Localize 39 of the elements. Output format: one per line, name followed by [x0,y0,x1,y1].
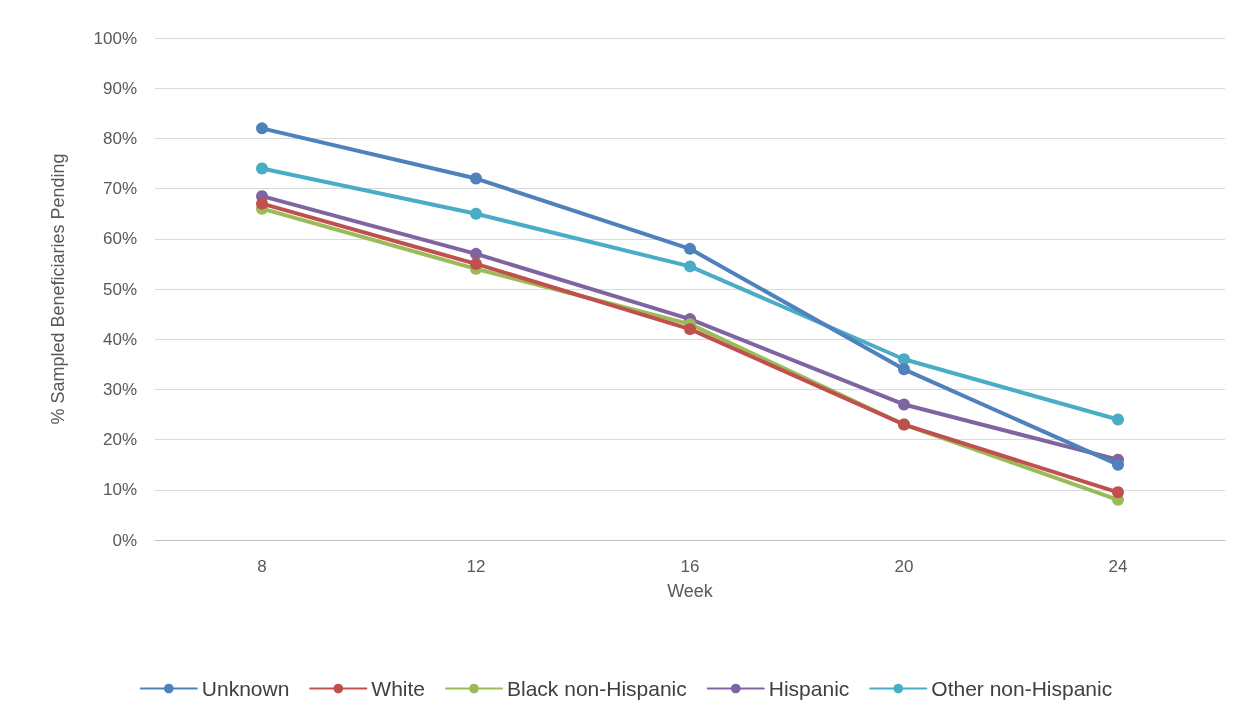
x-tick-label: 24 [1108,557,1128,576]
point [470,172,482,185]
point [256,122,268,135]
x-axis-title: Week [667,581,714,601]
y-tick-label: 40% [102,329,137,349]
legend-label: Hispanic [768,677,850,700]
y-tick-label: 90% [102,78,137,98]
point [684,323,696,336]
x-tick-label: 20 [894,557,914,576]
point [256,162,268,175]
legend-label: White [371,677,426,700]
point [470,257,482,270]
y-tick-label: 100% [93,28,137,48]
point [898,398,910,411]
y-tick-label: 60% [102,229,137,249]
point [470,247,482,260]
point [470,207,482,220]
point [898,363,910,376]
point [684,260,696,273]
point [1112,486,1124,499]
x-tick-label: 12 [466,557,486,576]
y-tick-label: 50% [102,279,137,299]
y-tick-label: 30% [102,379,137,399]
y-tick-label: 20% [102,430,137,450]
point [256,197,268,210]
legend-label: Unknown [201,677,290,700]
y-tick-label: 0% [112,530,137,550]
y-tick-label: 80% [102,128,137,148]
point [1112,458,1124,471]
point [684,242,696,255]
y-axis-title: % Sampled Beneficiaries Pending [48,153,68,425]
x-tick-label: 16 [680,557,700,576]
y-tick-label: 70% [102,179,137,199]
point [898,353,910,366]
point [1112,413,1124,426]
legend-label: Other non-Hispanic [931,677,1113,700]
y-tick-label: 10% [102,480,137,500]
legend-label: Black non-Hispanic [507,677,687,700]
x-tick-label: 8 [257,557,267,576]
